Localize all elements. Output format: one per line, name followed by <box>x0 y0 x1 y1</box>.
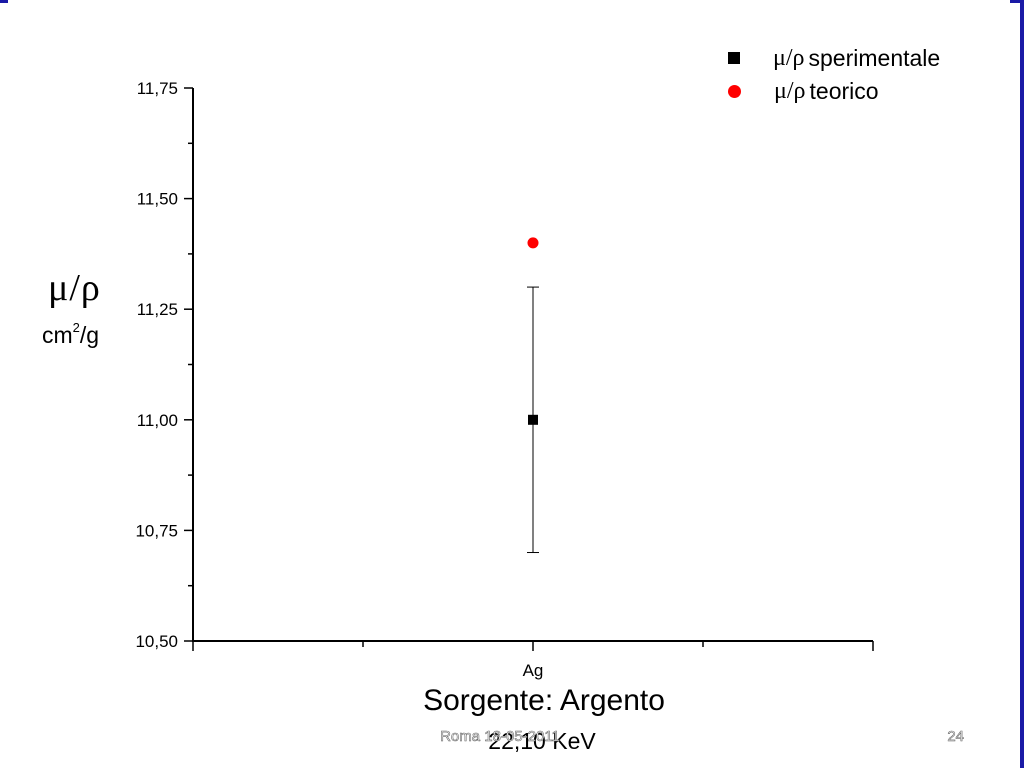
legend-square-marker <box>728 52 740 64</box>
x-axis-label-source: Sorgente: Argento <box>423 684 665 717</box>
y-tick-label: 11,00 <box>137 411 178 430</box>
slide-frame-right <box>1020 0 1024 768</box>
legend-label: teorico <box>809 77 879 104</box>
y-tick-label: 11,75 <box>137 79 178 98</box>
footer-page-number: 24 <box>947 728 964 746</box>
y-tick-label: 11,50 <box>137 190 178 209</box>
legend-symbol: μ/ρ <box>773 44 805 71</box>
y-axis-label-unit: cm2/g <box>42 320 100 349</box>
legend-item-sperimentale: μ/ρ sperimentale <box>728 44 940 72</box>
y-axis-unit-base: cm <box>42 322 73 348</box>
ticks: 10,50 10,75 11,00 11,25 11,50 11,75 Ag <box>135 79 874 680</box>
data-point-circle <box>527 237 539 249</box>
y-tick-label: 11,25 <box>137 300 178 319</box>
legend-circle-marker <box>728 84 741 98</box>
data-marks <box>527 237 539 554</box>
y-axis-unit-suffix: /g <box>79 322 100 348</box>
legend-label: sperimentale <box>808 44 941 71</box>
footer-date: Roma 18-05-2011 <box>440 728 560 746</box>
slide-frame-top-left <box>0 0 8 3</box>
legend-item-teorico: μ/ρ teorico <box>728 77 879 105</box>
y-tick-label: 10,75 <box>135 521 178 540</box>
legend-symbol: μ/ρ <box>774 77 806 104</box>
x-axis-label-energy: 22,10 KeV <box>488 728 596 754</box>
x-tick-label: Ag <box>523 661 544 680</box>
data-point-square <box>528 414 538 425</box>
y-axis-label-symbol: μ/ρ <box>48 267 101 309</box>
y-tick-label: 10,50 <box>135 632 178 651</box>
y-axis-unit-exponent: 2 <box>72 320 80 336</box>
slide-frame-top-right <box>1010 0 1024 3</box>
